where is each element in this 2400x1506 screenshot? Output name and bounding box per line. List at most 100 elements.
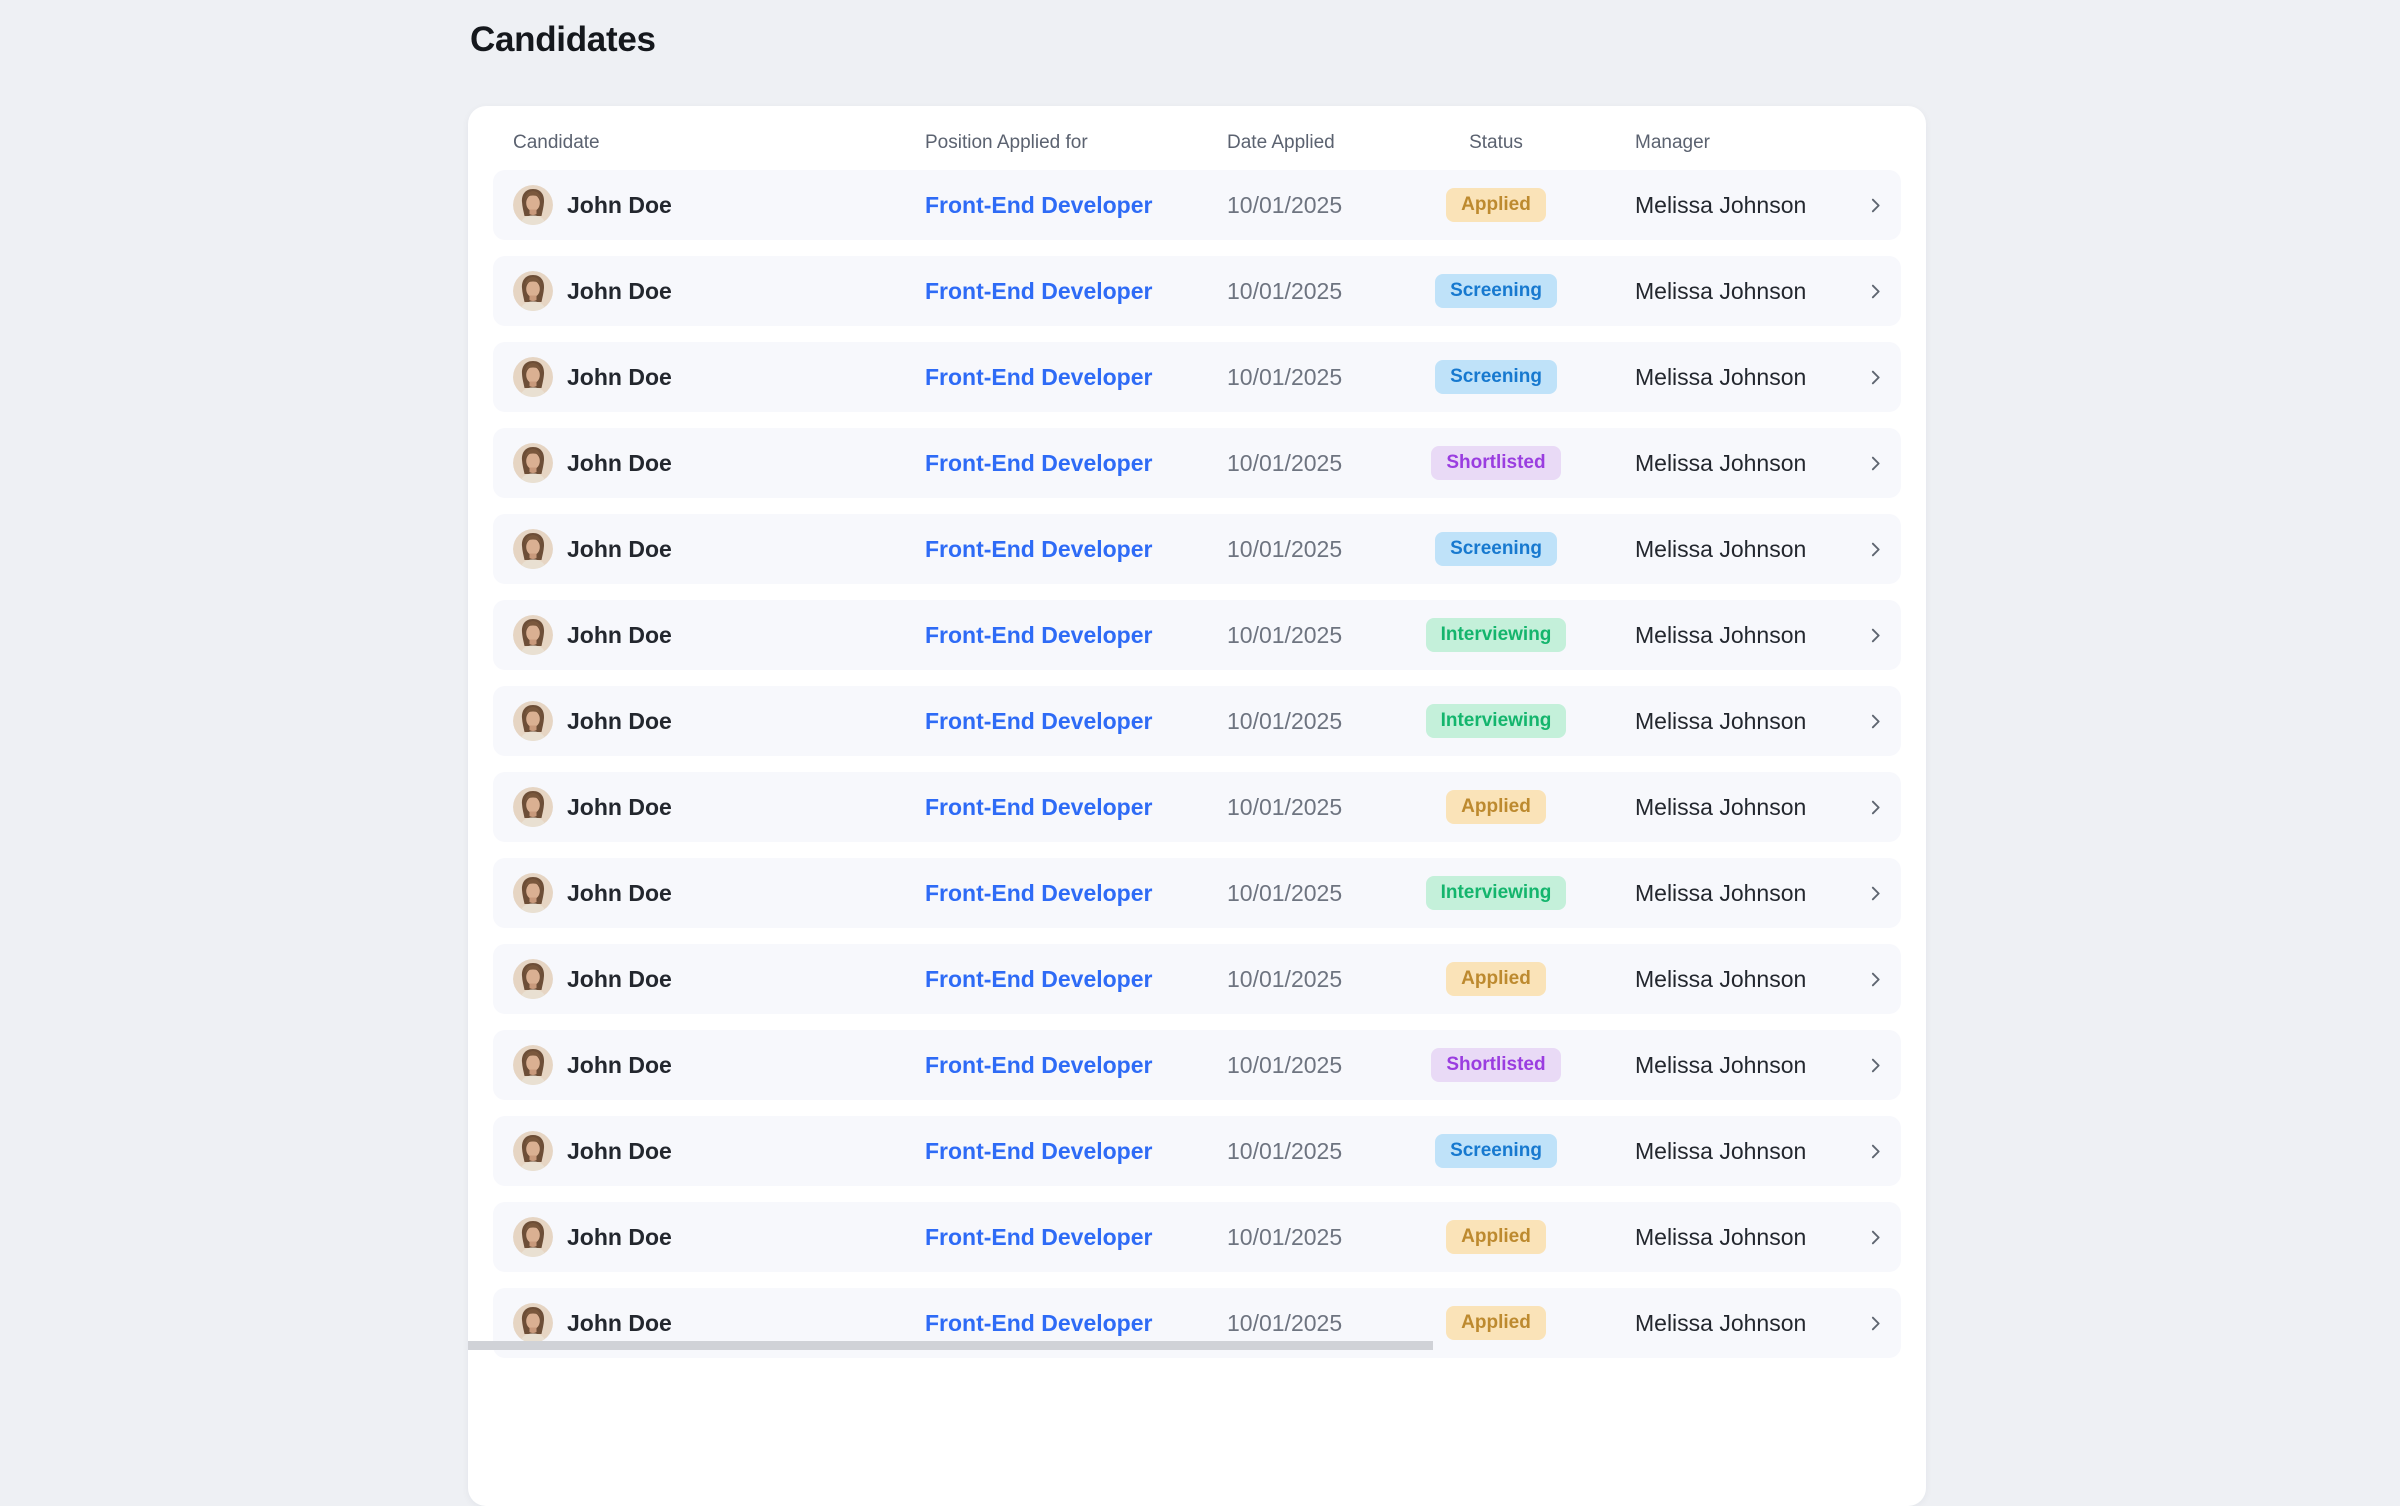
candidate-cell: John Doe (513, 1217, 925, 1257)
candidate-cell: John Doe (513, 1131, 925, 1171)
row-chevron[interactable] (1866, 1314, 1885, 1333)
avatar (513, 529, 553, 569)
position-link[interactable]: Front-End Developer (925, 191, 1153, 218)
manager-name: Melissa Johnson (1635, 1309, 1807, 1336)
avatar (513, 701, 553, 741)
position-link[interactable]: Front-End Developer (925, 1137, 1153, 1164)
position-link[interactable]: Front-End Developer (925, 277, 1153, 304)
avatar (513, 873, 553, 913)
row-chevron[interactable] (1866, 1142, 1885, 1161)
candidate-cell: John Doe (513, 787, 925, 827)
position-link[interactable]: Front-End Developer (925, 449, 1153, 476)
candidate-name: John Doe (567, 879, 672, 906)
chevron-right-icon (1871, 628, 1880, 642)
position-link[interactable]: Front-End Developer (925, 793, 1153, 820)
candidate-cell: John Doe (513, 529, 925, 569)
position-link[interactable]: Front-End Developer (925, 363, 1153, 390)
candidate-cell: John Doe (513, 873, 925, 913)
row-chevron[interactable] (1866, 884, 1885, 903)
position-link[interactable]: Front-End Developer (925, 965, 1153, 992)
row-chevron[interactable] (1866, 196, 1885, 215)
table-row[interactable]: John Doe Front-End Developer 10/01/2025 … (493, 428, 1901, 498)
candidate-name: John Doe (567, 1309, 672, 1336)
avatar (513, 357, 553, 397)
position-link[interactable]: Front-End Developer (925, 707, 1153, 734)
table-row[interactable]: John Doe Front-End Developer 10/01/2025 … (493, 170, 1901, 240)
date-applied: 10/01/2025 (1227, 1051, 1343, 1078)
table-row[interactable]: John Doe Front-End Developer 10/01/2025 … (493, 256, 1901, 326)
candidate-cell: John Doe (513, 959, 925, 999)
candidate-photo-icon (513, 1045, 553, 1085)
table-row[interactable]: John Doe Front-End Developer 10/01/2025 … (493, 944, 1901, 1014)
chevron-right-icon (1871, 800, 1880, 814)
table-row[interactable]: John Doe Front-End Developer 10/01/2025 … (493, 772, 1901, 842)
avatar (513, 1045, 553, 1085)
row-chevron[interactable] (1866, 970, 1885, 989)
status-badge: Applied (1446, 1219, 1546, 1255)
table-row[interactable]: John Doe Front-End Developer 10/01/2025 … (493, 1202, 1901, 1272)
position-link[interactable]: Front-End Developer (925, 1051, 1153, 1078)
candidate-name: John Doe (567, 1137, 672, 1164)
status-badge: Applied (1446, 1305, 1546, 1341)
candidate-photo-icon (513, 873, 553, 913)
candidate-photo-icon (513, 357, 553, 397)
table-row[interactable]: John Doe Front-End Developer 10/01/2025 … (493, 1030, 1901, 1100)
manager-name: Melissa Johnson (1635, 1137, 1807, 1164)
column-header-date: Date Applied (1227, 132, 1335, 153)
candidate-name: John Doe (567, 535, 672, 562)
candidate-name: John Doe (567, 1051, 672, 1078)
table-row[interactable]: John Doe Front-End Developer 10/01/2025 … (493, 514, 1901, 584)
row-chevron[interactable] (1866, 540, 1885, 559)
position-link[interactable]: Front-End Developer (925, 1223, 1153, 1250)
status-badge: Interviewing (1425, 617, 1567, 653)
position-link[interactable]: Front-End Developer (925, 879, 1153, 906)
chevron-right-icon (1871, 1316, 1880, 1330)
date-applied: 10/01/2025 (1227, 793, 1343, 820)
position-link[interactable]: Front-End Developer (925, 1309, 1153, 1336)
avatar (513, 443, 553, 483)
manager-name: Melissa Johnson (1635, 363, 1807, 390)
candidate-photo-icon (513, 787, 553, 827)
row-chevron[interactable] (1866, 712, 1885, 731)
table-row[interactable]: John Doe Front-End Developer 10/01/2025 … (493, 1116, 1901, 1186)
candidate-photo-icon (513, 443, 553, 483)
candidates-card: Candidate Position Applied for Date Appl… (468, 106, 1926, 1506)
status-badge: Shortlisted (1431, 1047, 1561, 1083)
row-chevron[interactable] (1866, 626, 1885, 645)
date-applied: 10/01/2025 (1227, 1137, 1343, 1164)
chevron-right-icon (1871, 542, 1880, 556)
table-row[interactable]: John Doe Front-End Developer 10/01/2025 … (493, 600, 1901, 670)
candidate-photo-icon (513, 529, 553, 569)
row-chevron[interactable] (1866, 368, 1885, 387)
manager-name: Melissa Johnson (1635, 277, 1807, 304)
table-row[interactable]: John Doe Front-End Developer 10/01/2025 … (493, 686, 1901, 756)
row-chevron[interactable] (1866, 798, 1885, 817)
date-applied: 10/01/2025 (1227, 1223, 1343, 1250)
position-link[interactable]: Front-End Developer (925, 621, 1153, 648)
status-badge: Shortlisted (1431, 445, 1561, 481)
candidate-name: John Doe (567, 793, 672, 820)
status-badge: Screening (1435, 359, 1557, 395)
status-badge: Interviewing (1425, 703, 1567, 739)
row-chevron[interactable] (1866, 1056, 1885, 1075)
avatar (513, 1217, 553, 1257)
date-applied: 10/01/2025 (1227, 965, 1343, 992)
chevron-right-icon (1871, 284, 1880, 298)
position-link[interactable]: Front-End Developer (925, 535, 1153, 562)
row-chevron[interactable] (1866, 282, 1885, 301)
candidate-cell: John Doe (513, 615, 925, 655)
row-chevron[interactable] (1866, 454, 1885, 473)
avatar (513, 787, 553, 827)
row-chevron[interactable] (1866, 1228, 1885, 1247)
horizontal-scrollbar[interactable] (468, 1341, 1433, 1350)
candidate-cell: John Doe (513, 185, 925, 225)
chevron-right-icon (1871, 1230, 1880, 1244)
manager-name: Melissa Johnson (1635, 793, 1807, 820)
table-row[interactable]: John Doe Front-End Developer 10/01/2025 … (493, 342, 1901, 412)
chevron-right-icon (1871, 456, 1880, 470)
candidate-photo-icon (513, 185, 553, 225)
table-header: Candidate Position Applied for Date Appl… (493, 106, 1901, 170)
candidate-cell: John Doe (513, 443, 925, 483)
table-row[interactable]: John Doe Front-End Developer 10/01/2025 … (493, 858, 1901, 928)
chevron-right-icon (1871, 1144, 1880, 1158)
